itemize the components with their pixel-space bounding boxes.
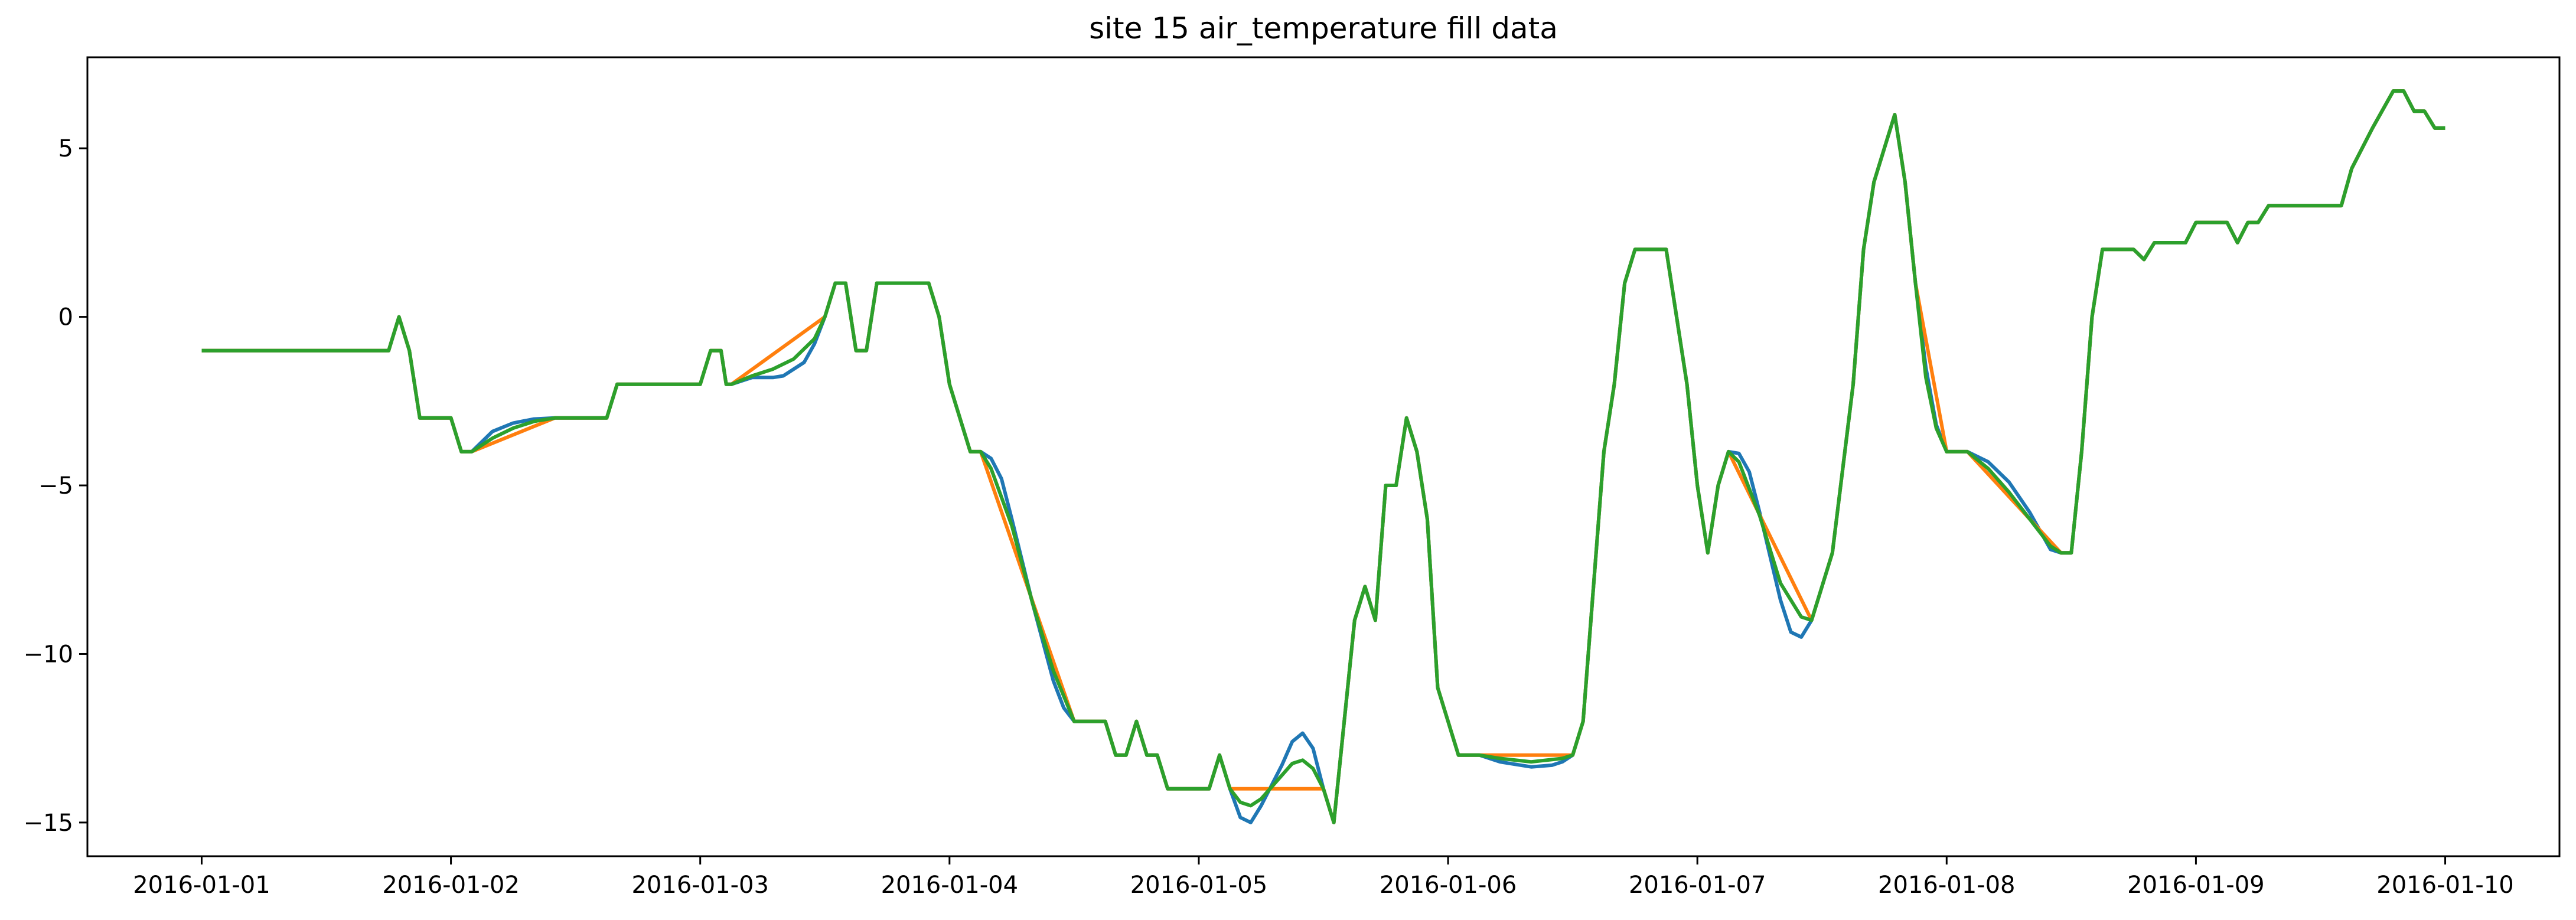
- x-tick-label: 2016-01-07: [1629, 872, 1766, 899]
- x-tick-label: 2016-01-08: [1878, 872, 2015, 899]
- x-tick-label: 2016-01-02: [382, 872, 519, 899]
- x-tick-label: 2016-01-05: [1130, 872, 1267, 899]
- x-tick-label: 2016-01-09: [2127, 872, 2264, 899]
- series-layer: [201, 89, 2445, 824]
- plot-frame: [86, 56, 2561, 857]
- x-axis: 2016-01-01 2016-01-02 2016-01-03 2016-01-04…: [133, 856, 2514, 899]
- x-tick-label: 2016-01-06: [1380, 872, 1517, 899]
- y-tick-label: −10: [24, 641, 73, 668]
- series-line-3: [201, 89, 2445, 824]
- y-tick-label: 5: [58, 135, 73, 162]
- series-line-1: [201, 89, 2445, 824]
- chart-title: site 15 air_temperature fill data: [1089, 11, 1558, 45]
- y-tick-label: −15: [24, 810, 73, 837]
- y-tick-label: −5: [38, 472, 73, 500]
- x-tick-label: 2016-01-01: [133, 872, 270, 899]
- x-tick-label: 2016-01-03: [631, 872, 768, 899]
- series-line-2: [201, 89, 2445, 824]
- y-axis: 5 0 −5 −10 −15: [24, 135, 87, 837]
- x-tick-label: 2016-01-04: [881, 872, 1018, 899]
- x-tick-label: 2016-01-10: [2376, 872, 2513, 899]
- y-tick-label: 0: [58, 304, 73, 331]
